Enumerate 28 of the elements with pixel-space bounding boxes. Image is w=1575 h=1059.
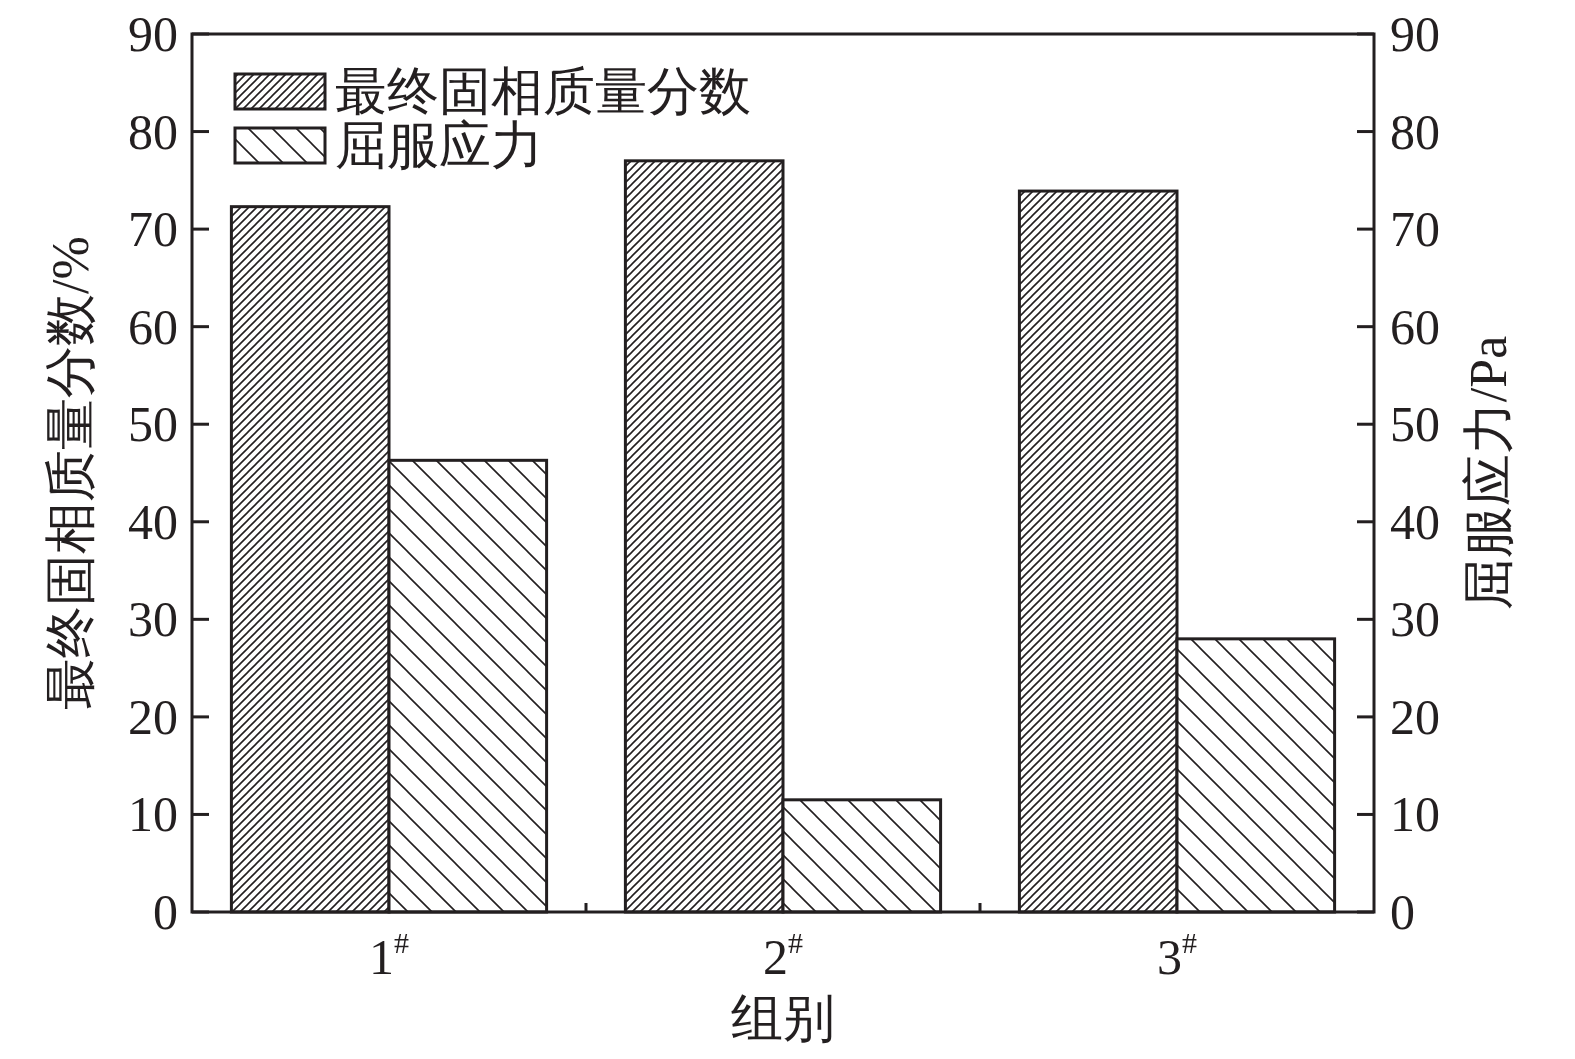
y2-tick-label: 80 <box>1390 103 1440 160</box>
y-tick-label: 20 <box>128 688 178 745</box>
y2-tick-label: 30 <box>1390 591 1440 648</box>
y2-tick-label: 60 <box>1390 298 1440 355</box>
y-tick-label: 70 <box>128 201 178 258</box>
y2-tick-label: 70 <box>1390 201 1440 258</box>
x-tick-label: 1$^{#}$ <box>369 926 409 985</box>
y-tick-label: 80 <box>128 103 178 160</box>
y-tick-label: 0 <box>153 884 178 940</box>
legend-label: 最终固相质量分数 <box>335 63 751 120</box>
y-tick-label: 90 <box>128 6 178 62</box>
y2-tick-label: 40 <box>1390 493 1440 550</box>
x-tick-label: 2$^{#}$ <box>763 926 803 985</box>
y-tick-label: 50 <box>128 396 178 453</box>
y-tick-label: 10 <box>128 786 178 843</box>
x-axis-title: 组别 <box>731 990 835 1047</box>
y-tick-label: 30 <box>128 591 178 648</box>
y2-tick-label: 50 <box>1390 396 1440 453</box>
y-tick-label: 40 <box>128 493 178 550</box>
y2-tick-label: 20 <box>1390 688 1440 745</box>
y2-tick-label: 10 <box>1390 786 1440 843</box>
y-axis-title: 最终固相质量分数/% <box>42 236 99 710</box>
y2-tick-label: 90 <box>1390 6 1440 62</box>
y2-tick-label: 0 <box>1390 884 1415 940</box>
legend-label: 屈服应力 <box>335 117 543 174</box>
x-tick-label: 3$^{#}$ <box>1157 926 1197 985</box>
y2-axis-title: 屈服应力/Pa <box>1460 335 1517 611</box>
y-tick-label: 60 <box>128 298 178 355</box>
